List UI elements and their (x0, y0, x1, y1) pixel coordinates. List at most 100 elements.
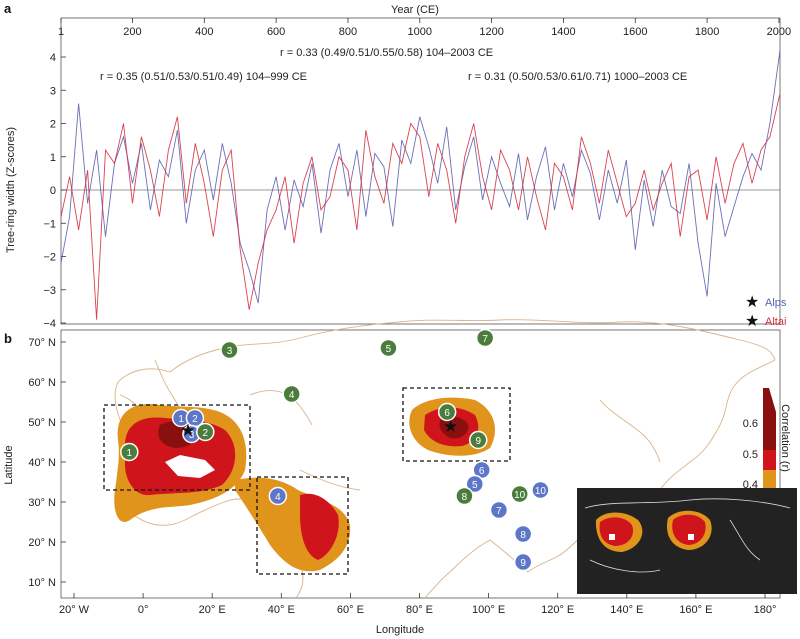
a-x-tick-label: 1600 (623, 26, 647, 38)
site-number: 1 (126, 448, 132, 459)
site-marker-blue-8: 8 (513, 524, 533, 544)
panel-a-plot: 1 200 400 600 800 1000 1200 1400 1600 1800 2000 43… (43, 17, 791, 330)
panel-b-label: b (4, 331, 12, 346)
site-number: 6 (444, 408, 450, 419)
b-y-tick-label: 40° N (28, 457, 56, 469)
field-arabia-mid (300, 493, 339, 560)
star-icon-altai: ★ (443, 417, 458, 436)
site-circle (513, 524, 533, 544)
box-arabia (256, 476, 349, 575)
site-marker-green-9: 9 (468, 430, 488, 450)
site-circle (489, 500, 509, 520)
site-number: 9 (520, 558, 526, 569)
a-x-tick-label: 1800 (695, 26, 719, 38)
legend-star-icon-alps: ★ (745, 294, 759, 311)
b-x-tick-label: 180° (754, 604, 777, 616)
site-circle (437, 402, 457, 422)
r-second-millennium: r = 0.31 (0.50/0.53/0.61/0.71) 1000–2003… (468, 71, 687, 83)
site-marker-blue-7: 7 (489, 500, 509, 520)
a-y-tick-label: −1 (43, 218, 56, 230)
a-x-tick-label: 400 (195, 26, 213, 38)
a-x-tick-label: 1200 (479, 26, 503, 38)
b-x-tick-label: 40° E (268, 604, 295, 616)
b-y-tick-label: 60° N (28, 377, 56, 389)
a-y-tick-label: 3 (50, 85, 56, 97)
site-circle (513, 552, 533, 572)
series-line-altai (60, 93, 781, 320)
site-number: 10 (514, 490, 526, 501)
b-y-tick-label: 70° N (28, 337, 56, 349)
site-circle (510, 484, 529, 504)
b-x-tick-label: 80° E (406, 604, 433, 616)
site-marker-green-10: 10 (510, 484, 529, 504)
panel-a-y-title: Tree-ring width (Z-scores) (5, 127, 17, 253)
site-number: 3 (227, 346, 233, 357)
site-marker-blue-5: 5 (465, 474, 485, 494)
region-boxes (103, 387, 511, 575)
site-marker-green-4: 4 (282, 384, 301, 404)
colorbar-high (763, 388, 776, 450)
box-europe (103, 404, 251, 491)
site-marker-green-7: 7 (475, 328, 495, 348)
site-marker-blue-2: 2 (185, 408, 205, 428)
a-y-tick-label: −2 (43, 252, 56, 264)
a-y-tick-label: 1 (50, 152, 56, 164)
panel-b-x-ticks: 20° W 0° 20° E 40° E 60° E 80° E 100° E 120° E 1… (59, 593, 776, 616)
site-number: 10 (535, 486, 547, 497)
a-x-tick-label: 2000 (767, 26, 791, 38)
legend-label-alps: Alps (765, 297, 787, 309)
a-y-tick-label: 2 (50, 119, 56, 131)
site-number: 5 (386, 344, 392, 355)
a-y-tick-label: 4 (50, 52, 56, 64)
site-number: 3 (189, 430, 195, 441)
panel-a-label: a (4, 1, 12, 16)
panel-b-y-ticks: 70° N 60° N 50° N 40° N 30° N 20° N 10° N (28, 337, 66, 589)
site-number: 6 (479, 466, 485, 477)
site-number: 2 (203, 428, 209, 439)
b-x-tick-label: 20° E (199, 604, 226, 616)
inset-site-europe (609, 534, 615, 540)
site-circle (531, 480, 550, 500)
panel-a-series (60, 50, 781, 320)
a-y-tick-label: −4 (43, 318, 56, 330)
site-marker-blue-10: 10 (531, 480, 550, 500)
site-number: 2 (192, 414, 198, 425)
a-x-tick-label: 1 (58, 26, 64, 38)
series-line-alps (60, 50, 781, 304)
site-number: 8 (520, 530, 526, 541)
colorbar-tick-1: 0.5 (743, 449, 758, 461)
site-marker-green-5: 5 (379, 338, 398, 358)
site-circle (220, 340, 239, 360)
site-number: 7 (496, 506, 502, 517)
a-x-tick-label: 1000 (408, 26, 432, 38)
mediterranean-sea (165, 455, 215, 478)
site-number: 4 (275, 492, 281, 503)
panel-a-legend: ★ Alps ★ Altai (745, 294, 787, 330)
site-number: 7 (482, 334, 488, 345)
site-marker-blue-4: 4 (268, 486, 288, 506)
inset-field-europe-mid (599, 517, 634, 546)
b-x-tick-label: 100° E (472, 604, 505, 616)
site-marker-green-3: 3 (220, 340, 239, 360)
panel-b-map: 20° W 0° 20° E 40° E 60° E 80° E 100° E 120° E 1… (28, 319, 781, 616)
site-marker-green-1: 1 (120, 442, 139, 462)
panel-a-y-ticks: 4 3 2 1 0 −1 −2 −3 −4 (43, 52, 66, 330)
site-circle (282, 384, 301, 404)
colorbar-tick-0: 0.6 (743, 418, 758, 430)
star-icon-alps: ★ (180, 421, 195, 440)
a-y-tick-label: −3 (43, 285, 56, 297)
site-circle (465, 474, 485, 494)
inset-coastline (584, 498, 791, 573)
a-x-tick-label: 600 (267, 26, 285, 38)
site-marker-green-2: 2 (196, 422, 215, 442)
panel-a-x-ticks: 1 200 400 600 800 1000 1200 1400 1600 1800 2000 (58, 18, 791, 38)
site-number: 8 (462, 492, 468, 503)
colorbar-title: Correlation (r) (779, 404, 791, 472)
r-first-millennium: r = 0.35 (0.51/0.53/0.51/0.49) 104–999 C… (100, 71, 307, 83)
inset-map (577, 488, 797, 594)
b-x-tick-label: 120° E (541, 604, 574, 616)
site-circle (475, 328, 495, 348)
b-x-tick-label: 160° E (679, 604, 712, 616)
inset-site-altai (688, 534, 694, 540)
